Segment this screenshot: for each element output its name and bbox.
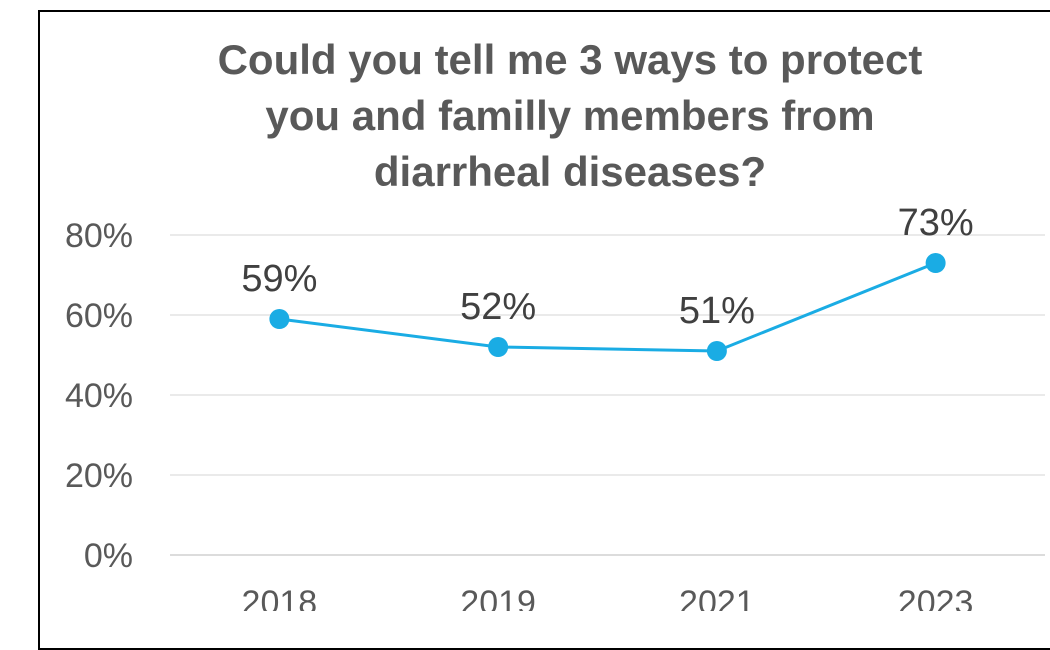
data-label: 59% [241,258,317,300]
x-axis-tick-labels: 2018 2019 2021 2023 [242,584,974,611]
x-tick-label: 2021 [679,584,755,611]
x-tick-label: 2023 [898,584,974,611]
y-tick-label: 60% [65,297,133,335]
data-point [706,341,727,361]
chart-frame [38,10,1050,650]
data-label: 52% [460,286,536,328]
x-tick-label: 2018 [242,584,318,611]
data-point [269,309,290,329]
data-point [488,337,509,357]
data-point [925,253,946,273]
series-line-path [279,261,937,353]
chart-title: Could you tell me 3 ways to protect you … [217,36,923,195]
data-label: 51% [679,290,755,332]
data-points [269,253,946,361]
y-tick-label: 0% [84,537,133,575]
data-label: 73% [898,202,974,244]
y-tick-label: 20% [65,457,133,495]
y-tick-label: 40% [65,377,133,415]
x-tick-label: 2019 [460,584,536,611]
gridlines [170,234,1045,556]
data-labels: 59% 52% 51% 73% [241,202,973,332]
y-tick-label: 80% [65,217,133,255]
line-chart: 0% 20% 40% 60% 80% 2018 2019 2021 2023 59% 52% 51… [65,202,1045,611]
y-axis-tick-labels: 0% 20% 40% 60% 80% [65,217,133,575]
series-line [279,261,937,353]
